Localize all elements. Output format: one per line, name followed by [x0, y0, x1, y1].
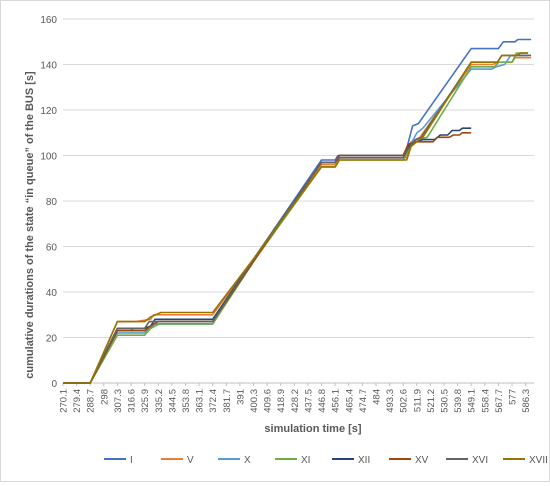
x-tick-label: 298	[99, 389, 110, 405]
x-tick-label: 577	[508, 389, 519, 405]
y-tick-label: 20	[46, 334, 58, 345]
x-tick-label: 344.5	[167, 389, 178, 413]
x-tick-label: 539.8	[453, 389, 464, 413]
y-tick-label: 40	[46, 288, 58, 299]
x-tick-label: 549.1	[467, 389, 478, 413]
x-tick-label: 391	[235, 389, 246, 405]
x-tick-label: 372.4	[208, 389, 219, 413]
legend-label-I: I	[130, 455, 133, 466]
x-tick-label: 530.5	[440, 389, 451, 413]
y-tick-label: 140	[40, 61, 57, 72]
x-tick-label: 428.2	[290, 389, 301, 413]
series-line-XVII	[63, 52, 529, 384]
x-tick-label: 474.7	[358, 389, 369, 413]
series-line-I	[63, 38, 532, 384]
x-tick-label: 409.6	[263, 389, 274, 413]
x-tick-label: 381.7	[222, 389, 233, 413]
x-tick-label: 493.3	[385, 389, 396, 413]
x-tick-label: 502.6	[399, 389, 410, 413]
y-tick-label: 60	[46, 243, 58, 254]
x-tick-label: 335.2	[154, 389, 165, 413]
x-tick-label: 586.3	[521, 389, 532, 413]
y-axis: 0 20 40 60 80 100 120 140 160	[40, 15, 57, 390]
x-tick-label: 325.9	[140, 389, 151, 413]
legend-label-XVII: XVII	[529, 455, 548, 466]
y-tick-label: 120	[40, 106, 57, 117]
x-tick-label: 400.3	[249, 389, 260, 413]
y-tick-label: 80	[46, 197, 58, 208]
y-tick-label: 160	[40, 15, 57, 26]
x-tick-label: 511.9	[412, 389, 423, 412]
x-tick-label: 465.4	[344, 389, 355, 413]
x-tick-label: 456.1	[331, 389, 342, 413]
x-tick-label: 363.1	[195, 389, 206, 413]
x-tick-label: 288.7	[86, 389, 97, 413]
series-line-XII	[63, 127, 472, 384]
series-line-XV	[63, 132, 472, 384]
series-group	[63, 38, 532, 384]
y-tick-label: 0	[51, 379, 57, 390]
legend-label-XII: XII	[358, 455, 370, 466]
legend-label-XI: XI	[301, 455, 310, 466]
x-axis-label: simulation time [s]	[264, 423, 362, 435]
x-tick-label: 484	[371, 389, 382, 405]
series-line-X	[63, 54, 529, 384]
series-line-V	[63, 56, 532, 384]
legend-label-V: V	[187, 455, 194, 466]
x-tick-label: 316.6	[127, 389, 138, 413]
legend-label-X: X	[244, 455, 251, 466]
x-tick-label: 567.7	[494, 389, 505, 413]
x-tick-label: 418.9	[276, 389, 287, 413]
legend-label-XVI: XVI	[472, 455, 488, 466]
x-tick-label: 279.4	[72, 389, 83, 413]
x-axis: 270.1 279.4 288.7 298 307.3 316.6 325.9 335.2 34…	[59, 383, 532, 413]
gridlines	[63, 18, 534, 384]
y-axis-label: cumulative durations of the state “in qu…	[24, 71, 36, 379]
x-tick-label: 521.2	[426, 389, 437, 413]
y-tick-label: 100	[40, 152, 57, 163]
legend-label-XV: XV	[415, 455, 429, 466]
x-tick-label: 437.5	[303, 389, 314, 413]
x-tick-label: 446.8	[317, 389, 328, 413]
x-tick-label: 353.8	[181, 389, 192, 413]
legend: I V X XI XII XV XVI XVII	[104, 455, 548, 466]
x-tick-label: 270.1	[59, 389, 70, 413]
series-line-XVI	[63, 54, 532, 384]
x-tick-label: 558.4	[480, 389, 491, 413]
x-tick-label: 307.3	[113, 389, 124, 413]
